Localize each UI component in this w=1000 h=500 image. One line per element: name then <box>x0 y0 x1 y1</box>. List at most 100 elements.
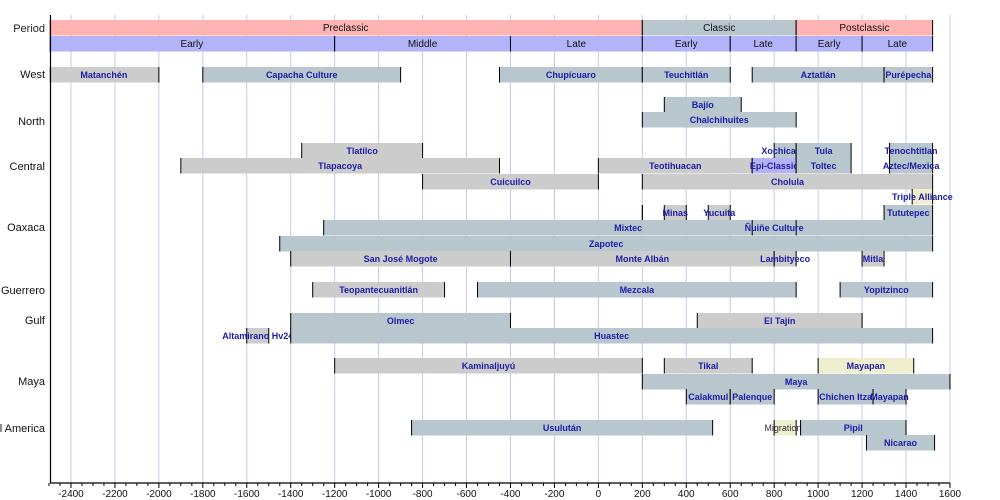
timeline-bar <box>49 36 335 52</box>
timeline-bar <box>664 358 753 374</box>
bar-label: Toltec <box>811 161 837 171</box>
timeline-bar <box>290 251 511 267</box>
timeline-bar <box>290 313 511 329</box>
timeline-bar <box>686 389 731 405</box>
timeline-bar <box>840 282 933 298</box>
timeline-bar <box>180 158 500 174</box>
x-tick-label: -1400 <box>278 489 304 500</box>
bar-label: Teopantecuanitlán <box>339 285 418 295</box>
bar-label: Migrations <box>764 423 806 433</box>
timeline-bar <box>642 374 950 390</box>
timeline-bar <box>301 143 423 159</box>
bar-label: Late <box>567 39 587 50</box>
x-tick-label: 1000 <box>807 489 830 500</box>
timeline-bar <box>290 328 933 344</box>
timeline-bar <box>884 205 933 221</box>
timeline-bar <box>499 67 643 83</box>
x-tick-label: 1400 <box>895 489 918 500</box>
x-tick-label: -1000 <box>366 489 392 500</box>
bar-label: Bajío <box>692 100 715 110</box>
bar-label: Teuchitlán <box>664 70 708 80</box>
timeline-bar <box>752 67 885 83</box>
bar-label: Mixtec <box>614 223 642 233</box>
x-tick-label: -800 <box>413 489 433 500</box>
timeline-bar <box>202 67 401 83</box>
bar-label: Preclassic <box>323 23 369 34</box>
timeline-bar <box>708 205 731 221</box>
x-tick-label: 400 <box>678 489 695 500</box>
bar-label: Monte Albán <box>615 254 669 264</box>
bar-label: Pipil <box>844 423 863 433</box>
x-tick-label: 0 <box>596 489 602 500</box>
bar-label: Purépecha <box>885 70 932 80</box>
bar-label: Mayapan <box>870 392 909 402</box>
bar-label: Chichen Itza <box>819 392 873 402</box>
timeline-bar <box>697 313 863 329</box>
bar-label: Ñuiñe Culture <box>745 223 804 233</box>
row-label: Gulf <box>25 315 46 327</box>
timeline-bar <box>889 158 933 174</box>
timeline-bar <box>510 251 775 267</box>
timeline-bar <box>889 143 933 159</box>
timeline-bar <box>642 112 797 128</box>
bar-label: Tututepec <box>887 208 929 218</box>
bar-label: Capacha Culture <box>266 70 338 80</box>
timeline-bar <box>49 67 159 83</box>
row-label: Central <box>10 161 45 173</box>
bar-label: Chupícuaro <box>546 70 597 80</box>
bar-label: Zapotec <box>589 239 624 249</box>
timeline-bar <box>642 67 731 83</box>
bar-label: Early <box>675 39 698 50</box>
timeline-bar <box>866 435 935 451</box>
x-tick-label: -1600 <box>234 489 260 500</box>
bar-label: Tlapacoya <box>318 161 363 171</box>
timeline-bar <box>49 20 643 36</box>
bar-label: Lambityeco <box>760 254 811 264</box>
timeline-bar <box>774 251 797 267</box>
bar-label: Cuicuilco <box>490 177 531 187</box>
timeline-bar <box>598 158 753 174</box>
timeline-bar <box>796 158 852 174</box>
bar-label: Chalchihuites <box>690 115 749 125</box>
bar-label: Mezcala <box>620 285 656 295</box>
timeline-bar <box>818 389 874 405</box>
row-label: Oaxaca <box>7 222 46 234</box>
bar-label: Tenochtitlan <box>885 146 938 156</box>
timeline-bar <box>796 143 852 159</box>
bar-label: Yopitzinco <box>864 285 909 295</box>
x-tick-label: -200 <box>544 489 564 500</box>
timeline-bar <box>642 174 933 190</box>
bar-label: Calakmul <box>688 392 728 402</box>
bar-label: Tlatilco <box>346 146 378 156</box>
bar-label: Middle <box>408 39 438 50</box>
bar-label: Tikal <box>698 361 718 371</box>
bar-label: Classic <box>703 23 735 34</box>
bar-label: Nicarao <box>884 438 918 448</box>
x-tick-label: 600 <box>722 489 739 500</box>
bar-label: El Tajín <box>764 316 795 326</box>
timeline-bar <box>818 358 914 374</box>
x-tick-label: -600 <box>457 489 477 500</box>
bar-label: Triple Alliance <box>892 192 953 202</box>
bar-label: Minas <box>663 208 689 218</box>
x-tick-label: -2000 <box>146 489 172 500</box>
timeline-bar <box>279 236 933 252</box>
timeline-bar <box>796 20 933 36</box>
timeline-bar <box>422 174 599 190</box>
x-tick-label: -1200 <box>322 489 348 500</box>
timeline-bar <box>411 420 713 436</box>
bar-label: Yucuita <box>703 208 736 218</box>
row-label: Maya <box>18 376 46 388</box>
x-tick-label: -1800 <box>190 489 216 500</box>
timeline-bar <box>664 97 742 113</box>
bar-label: Maya <box>785 377 809 387</box>
timeline-bar <box>862 251 885 267</box>
bar-label: Usulután <box>543 423 582 433</box>
timeline-bar <box>642 20 797 36</box>
timeline-bar <box>664 205 687 221</box>
timeline-bar <box>730 36 797 52</box>
timeline-bar <box>912 189 933 205</box>
x-tick-label: 1200 <box>851 489 874 500</box>
bar-label: Mitla <box>863 254 884 264</box>
timeline-bar <box>510 36 643 52</box>
